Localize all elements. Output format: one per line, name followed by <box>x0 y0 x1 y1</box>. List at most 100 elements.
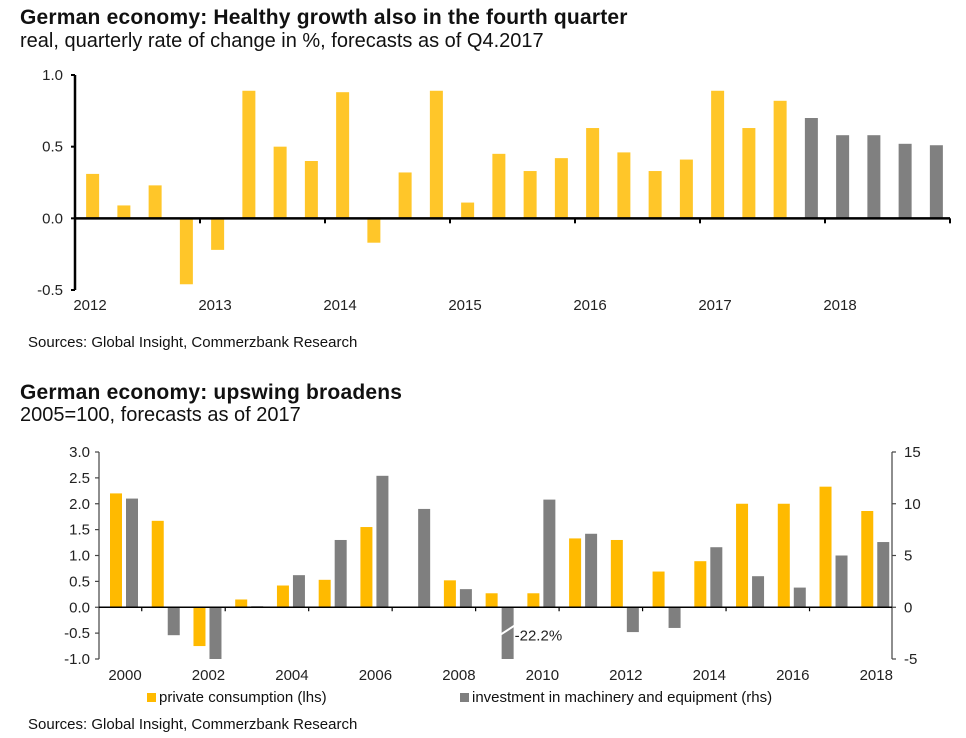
investment-bar <box>418 508 431 608</box>
consumption-bar <box>861 510 874 608</box>
left-y-tick-label: 3.0 <box>69 444 90 461</box>
investment-bar <box>459 589 472 608</box>
investment-bar <box>292 575 305 608</box>
chart1-quarterly-gdp: 1.0 0.5 0.0 -0.5 2012 2013 2014 2015 2016 2017 201… <box>37 67 951 314</box>
forecast-bar <box>836 135 850 219</box>
actual-bar <box>461 202 475 219</box>
x-tick-label: 2016 <box>573 297 606 314</box>
investment-bar <box>752 576 765 608</box>
investment-bar <box>376 475 389 608</box>
left-y-tick-label: -1.0 <box>64 651 90 668</box>
actual-bar <box>304 161 318 219</box>
actual-bar <box>179 218 193 285</box>
legend-swatch-consumption <box>147 693 156 702</box>
left-y-tick-label: -0.5 <box>64 625 90 642</box>
y-tick-label: 1.0 <box>42 67 63 84</box>
forecast-bar <box>804 118 818 219</box>
x-tick-label: 2017 <box>698 297 731 314</box>
consumption-bar <box>777 503 790 608</box>
chart2-title: German economy: upswing broadens <box>20 381 403 404</box>
x-tick-label: 2018 <box>823 297 856 314</box>
x-tick-label: 2008 <box>442 667 475 684</box>
chart2-subtitle: 2005=100, forecasts as of 2017 <box>20 404 301 426</box>
consumption-bar <box>485 593 498 608</box>
left-y-tick-label: 0.5 <box>69 573 90 590</box>
investment-bar <box>126 498 138 608</box>
investment-bar <box>835 555 848 608</box>
consumption-bar <box>235 599 248 608</box>
x-tick-label: 2018 <box>860 667 893 684</box>
investment-bar <box>585 533 598 608</box>
actual-bar <box>398 172 412 219</box>
investment-bar <box>167 607 180 636</box>
x-tick-label: 2004 <box>275 667 308 684</box>
actual-bar <box>492 153 506 219</box>
x-tick-label: 2000 <box>108 667 141 684</box>
actual-bar <box>679 159 693 219</box>
actual-bar <box>86 173 100 219</box>
y-tick-label: -0.5 <box>37 282 63 299</box>
legend-consumption: private consumption (lhs) <box>147 689 327 706</box>
x-tick-label: 2012 <box>609 667 642 684</box>
actual-bar <box>336 92 350 219</box>
x-tick-label: 2015 <box>448 297 481 314</box>
consumption-bar <box>569 538 582 608</box>
investment-bar <box>501 607 514 659</box>
legend-investment: investment in machinery and equipment (r… <box>460 689 772 706</box>
consumption-bar <box>276 585 289 608</box>
actual-bar <box>586 128 600 219</box>
actual-bar <box>711 90 725 219</box>
left-y-tick-label: 1.0 <box>69 548 90 565</box>
x-tick-label: 2012 <box>73 297 106 314</box>
chart2-source: Sources: Global Insight, Commerzbank Res… <box>28 716 358 733</box>
investment-bar <box>668 607 681 628</box>
right-y-tick-label: 15 <box>904 444 921 461</box>
consumption-bar <box>110 493 122 608</box>
truncated-value-annotation: -22.2% <box>515 627 563 644</box>
investment-bar <box>877 542 890 608</box>
left-y-tick-label: 2.5 <box>69 470 90 487</box>
x-tick-label: 2014 <box>323 297 356 314</box>
forecast-bar <box>898 143 912 219</box>
chart1-title: German economy: Healthy growth also in t… <box>20 6 628 29</box>
investment-bar <box>626 607 639 633</box>
actual-bar <box>211 218 225 250</box>
right-y-tick-label: 5 <box>904 548 912 565</box>
actual-bar <box>617 152 631 219</box>
x-tick-label: 2014 <box>693 667 726 684</box>
investment-bar <box>543 499 556 608</box>
forecast-bar <box>929 145 943 219</box>
consumption-bar <box>318 579 331 608</box>
consumption-bar <box>151 520 164 608</box>
left-y-tick-label: 2.0 <box>69 496 90 513</box>
left-y-tick-label: 1.5 <box>69 522 90 539</box>
consumption-bar <box>527 593 540 608</box>
investment-bar <box>334 539 347 608</box>
consumption-bar <box>819 486 832 608</box>
investment-bar <box>710 547 723 608</box>
x-tick-label: 2002 <box>192 667 225 684</box>
consumption-bar <box>360 527 373 608</box>
consumption-bar <box>443 580 456 608</box>
x-tick-label: 2006 <box>359 667 392 684</box>
consumption-bar <box>610 539 623 608</box>
consumption-bar <box>694 561 707 608</box>
left-y-tick-label: 0.0 <box>69 599 90 616</box>
legend-label-investment: investment in machinery and equipment (r… <box>472 689 773 706</box>
x-tick-label: 2016 <box>776 667 809 684</box>
consumption-bar <box>736 503 749 608</box>
right-y-tick-label: 0 <box>904 599 912 616</box>
x-tick-label: 2013 <box>198 297 231 314</box>
actual-bar <box>648 171 662 219</box>
legend-swatch-investment <box>460 693 469 702</box>
actual-bar <box>523 171 537 219</box>
actual-bar <box>273 146 287 219</box>
axis-break-mark <box>499 624 517 637</box>
actual-bar <box>742 128 756 219</box>
actual-bar <box>117 205 131 219</box>
actual-bar <box>148 185 162 219</box>
actual-bar <box>367 218 381 243</box>
consumption-bar <box>652 571 665 608</box>
actual-bar <box>773 100 787 219</box>
